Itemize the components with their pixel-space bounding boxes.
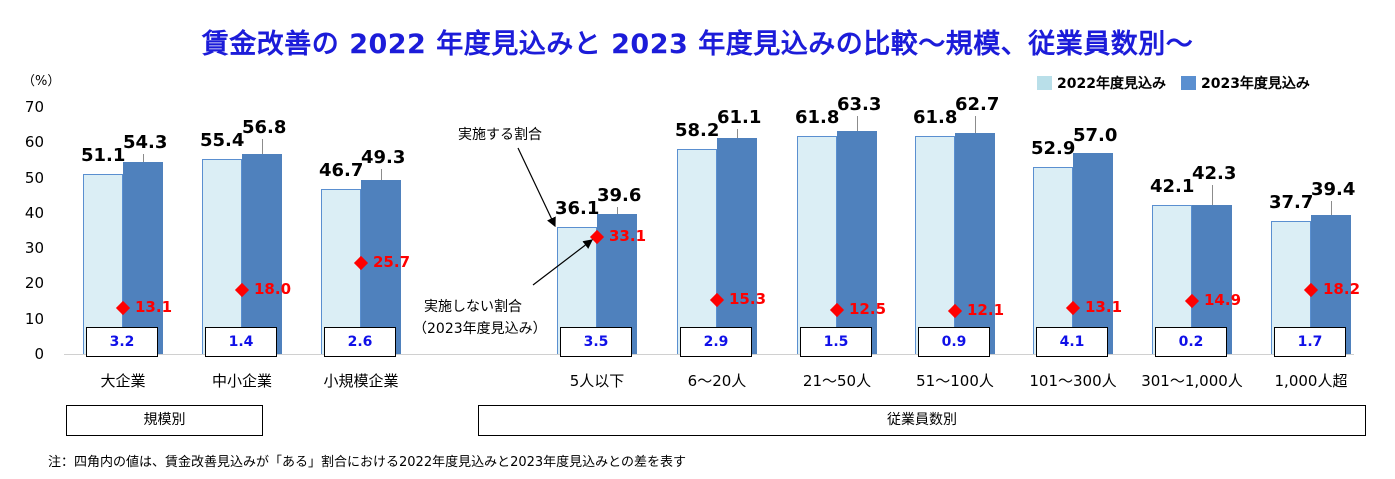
not-implement-label: 33.1 <box>609 227 647 246</box>
value-label-2023: 49.3 <box>361 147 406 169</box>
y-tick-label: 70 <box>24 98 44 116</box>
leader-line <box>143 153 144 163</box>
value-label-2022: 46.7 <box>319 160 364 182</box>
y-axis-unit: （%） <box>22 74 61 89</box>
value-label-2023: 39.4 <box>1311 178 1356 200</box>
value-label-2022: 61.8 <box>913 106 958 128</box>
legend-swatch-2022 <box>1037 76 1052 90</box>
y-tick-label: 50 <box>24 168 44 187</box>
value-label-2023: 56.8 <box>242 116 287 138</box>
leader-line <box>1212 185 1213 205</box>
not-implement-label: 25.7 <box>373 253 411 272</box>
legend: 2022年度見込み 2023年度見込み <box>1037 73 1325 93</box>
bar-2022 <box>202 158 242 354</box>
value-label-2022: 52.9 <box>1031 138 1076 160</box>
chart-title: 賃金改善の 2022 年度見込みと 2023 年度見込みの比較～規模、従業員数別… <box>201 29 1194 60</box>
not-implement-label: 15.3 <box>729 290 767 308</box>
value-label-2022: 37.7 <box>1269 191 1314 213</box>
difference-box: 1.5 <box>800 327 872 357</box>
bar-2022 <box>677 148 717 354</box>
not-implement-label: 13.1 <box>1085 297 1123 316</box>
legend-item-2022: 2022年度見込み <box>1037 73 1166 93</box>
leader-line <box>857 115 858 131</box>
annotation-implement: 実施する割合 <box>458 127 542 143</box>
category-label: 中小企業 <box>211 372 272 390</box>
leader-line <box>262 138 263 154</box>
bar-2022 <box>83 173 123 354</box>
difference-box: 0.2 <box>1155 327 1227 357</box>
y-tick-label: 60 <box>24 133 44 152</box>
category-label: 101～300人 <box>1029 372 1117 390</box>
difference-box: 4.1 <box>1036 327 1108 357</box>
difference-box: 0.9 <box>918 327 990 357</box>
footnote: 注：四角内の値は、賃金改善見込みが「ある」割合における2022年度見込みと202… <box>48 455 687 470</box>
value-label-2022: 61.8 <box>795 106 840 128</box>
category-label: 1,000人超 <box>1274 372 1348 390</box>
value-label-2022: 36.1 <box>555 197 600 219</box>
bar-2023 <box>361 180 401 354</box>
legend-label-2022: 2022年度見込み <box>1057 76 1166 92</box>
bar-2022 <box>915 135 955 354</box>
leader-line <box>617 206 618 215</box>
difference-box: 1.7 <box>1274 327 1346 357</box>
bar-2022 <box>1033 167 1073 354</box>
value-label-2023: 57.0 <box>1073 125 1118 147</box>
group-size: 規模別 <box>66 405 263 436</box>
bar-2023 <box>1073 152 1113 354</box>
value-label-2023: 39.6 <box>597 184 642 206</box>
y-tick-label: 0 <box>34 345 44 363</box>
y-tick-label: 40 <box>24 203 44 222</box>
category-label: 21～50人 <box>802 372 872 390</box>
annotation-not-implement-sub: （2023年度見込み） <box>413 321 547 337</box>
value-label-2023: 54.3 <box>123 131 168 153</box>
difference-box: 2.6 <box>324 327 396 357</box>
bar-2023 <box>123 162 163 354</box>
category-label: 5人以下 <box>569 372 625 390</box>
leader-line <box>975 115 976 133</box>
not-implement-label: 14.9 <box>1204 291 1242 310</box>
bar-2022 <box>321 189 361 354</box>
value-label-2023: 62.7 <box>955 93 1000 115</box>
y-tick-label: 10 <box>24 309 44 328</box>
leader-line <box>1331 200 1332 215</box>
bar-2023 <box>242 153 282 354</box>
value-label-2023: 42.3 <box>1192 163 1237 185</box>
arrow-not-implement <box>532 239 593 286</box>
bar-2023 <box>955 132 995 354</box>
not-implement-label: 12.1 <box>967 301 1005 320</box>
value-label-2023: 63.3 <box>837 93 882 115</box>
difference-box: 2.9 <box>680 327 752 357</box>
bar-2023 <box>717 138 757 354</box>
difference-box: 1.4 <box>205 327 277 357</box>
category-label: 301～1,000人 <box>1141 372 1243 390</box>
group-employees: 従業員数別 <box>478 405 1366 436</box>
arrow-implement <box>517 147 556 228</box>
y-tick-label: 20 <box>24 274 44 293</box>
bar-2022 <box>797 135 837 354</box>
value-label-2022: 55.4 <box>200 129 245 151</box>
legend-item-2023: 2023年度見込み <box>1180 73 1310 93</box>
difference-box: 3.5 <box>560 327 632 357</box>
difference-box: 3.2 <box>86 327 158 357</box>
category-label: 6～20人 <box>687 372 747 390</box>
category-label: 51～100人 <box>916 372 994 390</box>
y-tick-label: 30 <box>24 239 44 258</box>
value-label-2023: 61.1 <box>717 106 762 128</box>
not-implement-label: 18.2 <box>1323 279 1361 298</box>
leader-line <box>381 169 382 181</box>
category-label: 小規模企業 <box>323 372 399 390</box>
annotation-not-implement: 実施しない割合 <box>424 299 522 315</box>
bar-2023 <box>837 130 877 354</box>
value-label-2022: 51.1 <box>81 144 126 166</box>
value-label-2022: 58.2 <box>675 119 720 141</box>
category-label: 大企業 <box>100 372 146 390</box>
legend-swatch-2023 <box>1180 76 1196 90</box>
value-label-2022: 42.1 <box>1150 176 1195 198</box>
legend-label-2023: 2023年度見込み <box>1200 76 1310 92</box>
not-implement-label: 12.5 <box>849 299 887 318</box>
not-implement-label: 18.0 <box>254 280 292 299</box>
not-implement-label: 13.1 <box>135 297 173 316</box>
leader-line <box>737 128 738 139</box>
